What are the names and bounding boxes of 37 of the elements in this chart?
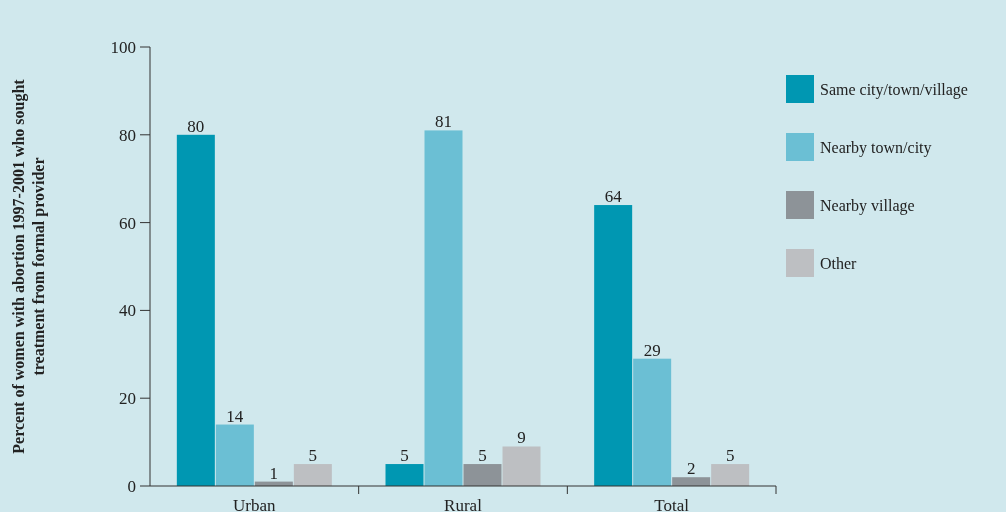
bar bbox=[711, 464, 750, 486]
data-label: 80 bbox=[187, 116, 205, 136]
bar bbox=[633, 358, 672, 486]
y-tick-label: 40 bbox=[119, 301, 136, 321]
data-label: 81 bbox=[435, 112, 452, 132]
data-label: 5 bbox=[308, 446, 318, 466]
bar bbox=[463, 464, 502, 486]
legend-label: Nearby village bbox=[820, 196, 915, 215]
legend-label: Nearby town/city bbox=[820, 138, 932, 157]
data-label: 9 bbox=[517, 428, 526, 448]
x-tick-label: Rural bbox=[444, 496, 483, 512]
y-axis-title: Percent of women with abortion 1997-2001 who sought treatment from formal provider bbox=[10, 78, 48, 454]
data-label: 29 bbox=[643, 340, 661, 360]
bar bbox=[215, 424, 254, 486]
data-label: 64 bbox=[604, 187, 623, 207]
x-tick-label: Urban bbox=[233, 496, 277, 512]
bar bbox=[424, 130, 463, 486]
bar bbox=[176, 134, 215, 486]
data-label: 2 bbox=[686, 459, 696, 479]
data-label: 5 bbox=[478, 446, 487, 466]
bar bbox=[385, 464, 424, 486]
bar bbox=[594, 205, 633, 486]
y-tick-label: 0 bbox=[127, 476, 136, 496]
data-label: 14 bbox=[226, 406, 244, 426]
y-tick-label: 60 bbox=[119, 213, 136, 233]
legend-label: Other bbox=[820, 254, 858, 272]
data-label: 1 bbox=[269, 463, 279, 483]
bar bbox=[672, 477, 711, 486]
x-tick-label: Total bbox=[654, 496, 690, 512]
data-label: 5 bbox=[725, 446, 735, 466]
legend-label: Same city/town/village bbox=[820, 80, 968, 99]
y-tick-label: 100 bbox=[110, 37, 136, 57]
y-tick-label: 20 bbox=[119, 389, 136, 409]
bar bbox=[502, 446, 541, 486]
bar bbox=[293, 464, 332, 486]
y-tick-label: 80 bbox=[119, 125, 136, 145]
data-label: 5 bbox=[400, 446, 409, 466]
